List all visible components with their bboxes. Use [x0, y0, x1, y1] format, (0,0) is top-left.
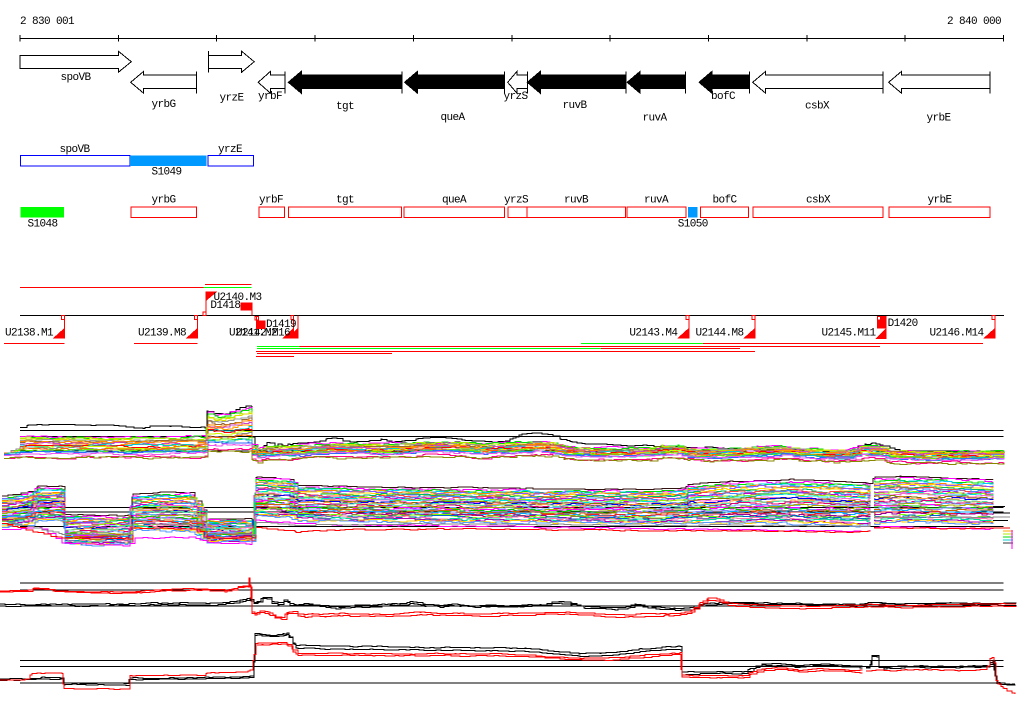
svg-text:yrbG: yrbG [151, 99, 175, 111]
svg-text:spoVB: spoVB [59, 144, 90, 156]
svg-text:U2141.M2: U2141.M2 [229, 328, 277, 340]
svg-text:ruvB: ruvB [562, 100, 587, 112]
svg-text:csbX: csbX [805, 101, 830, 113]
svg-text:yrbG: yrbG [151, 195, 175, 207]
svg-text:S1049: S1049 [151, 167, 181, 179]
svg-text:ruvA: ruvA [642, 113, 667, 125]
svg-text:D1420: D1420 [888, 318, 918, 330]
svg-text:U2138.M1: U2138.M1 [5, 328, 54, 340]
svg-text:bofC: bofC [711, 91, 736, 103]
svg-text:yrbE: yrbE [926, 113, 951, 125]
svg-text:U2142.M16: U2142.M16 [236, 328, 290, 340]
svg-text:D1418: D1418 [210, 300, 240, 312]
svg-text:ruvB: ruvB [564, 195, 589, 207]
svg-text:S1048: S1048 [27, 219, 57, 231]
svg-text:tgt: tgt [336, 195, 354, 207]
svg-text:ruvA: ruvA [644, 195, 669, 207]
svg-text:yrzS: yrzS [503, 91, 528, 103]
svg-text:U2139.M8: U2139.M8 [138, 328, 186, 340]
svg-text:U2140.M3: U2140.M3 [214, 292, 262, 304]
svg-text:U2143.M4: U2143.M4 [629, 328, 678, 340]
svg-text:S1050: S1050 [678, 219, 708, 231]
svg-text:U2146.M14: U2146.M14 [929, 328, 984, 340]
svg-text:2 830 001: 2 830 001 [20, 16, 75, 28]
svg-text:queA: queA [442, 195, 467, 207]
svg-text:tgt: tgt [336, 101, 354, 113]
svg-text:yrbF: yrbF [258, 91, 282, 103]
svg-text:D1419: D1419 [266, 319, 296, 331]
svg-text:2 840 000: 2 840 000 [947, 16, 1001, 28]
svg-text:yrzE: yrzE [218, 144, 243, 156]
svg-text:U2145.M11: U2145.M11 [821, 328, 876, 340]
svg-text:queA: queA [440, 112, 465, 124]
svg-text:yrbF: yrbF [259, 195, 283, 207]
svg-text:yrzS: yrzS [504, 195, 529, 207]
svg-text:yrzE: yrzE [219, 93, 244, 105]
svg-text:yrbE: yrbE [927, 195, 952, 207]
svg-text:csbX: csbX [806, 195, 831, 207]
svg-text:U2144.M8: U2144.M8 [695, 328, 743, 340]
svg-text:bofC: bofC [712, 195, 737, 207]
svg-text:spoVB: spoVB [60, 72, 91, 84]
